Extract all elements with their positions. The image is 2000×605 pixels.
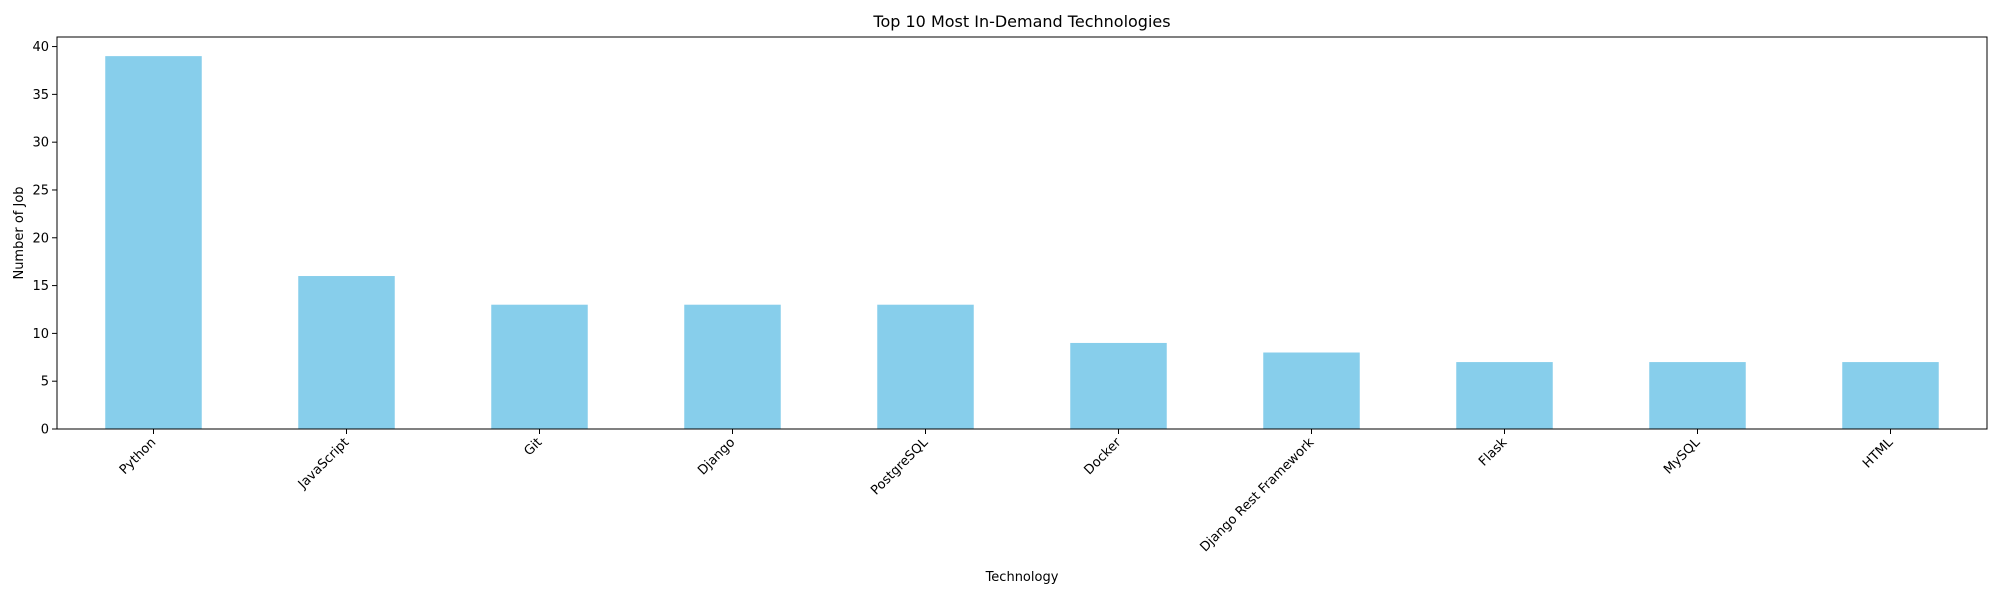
y-tick-label: 25: [32, 183, 49, 198]
bars-layer: [105, 56, 1939, 430]
y-axis-label: Number of Job: [12, 186, 27, 279]
bar-javascript: [298, 276, 395, 429]
y-tick-label: 0: [41, 423, 49, 438]
y-tick-label: 5: [41, 375, 49, 390]
bar-git: [491, 304, 588, 429]
y-ticks: 0 5 10 15 20 25 30 35 40: [32, 40, 57, 438]
bar-html: [1842, 362, 1939, 429]
bar-postgresql: [877, 304, 974, 429]
bar-django: [684, 304, 781, 429]
y-tick-label: 40: [32, 40, 49, 55]
bar-flask: [1456, 362, 1553, 429]
y-tick-label: 35: [32, 88, 49, 103]
chart-title: Top 10 Most In-Demand Technologies: [872, 12, 1170, 31]
y-tick-label: 15: [32, 279, 49, 294]
y-tick-label: 10: [32, 327, 49, 342]
y-tick-label: 30: [32, 136, 49, 151]
bar-python: [105, 56, 202, 430]
plot-frame: [56, 36, 1988, 430]
y-tick-label: 20: [32, 231, 49, 246]
bar-django-rest-framework: [1263, 352, 1360, 429]
bar-mysql: [1649, 362, 1746, 429]
x-axis-label: Technology: [985, 570, 1059, 585]
bar-docker: [1070, 342, 1167, 429]
